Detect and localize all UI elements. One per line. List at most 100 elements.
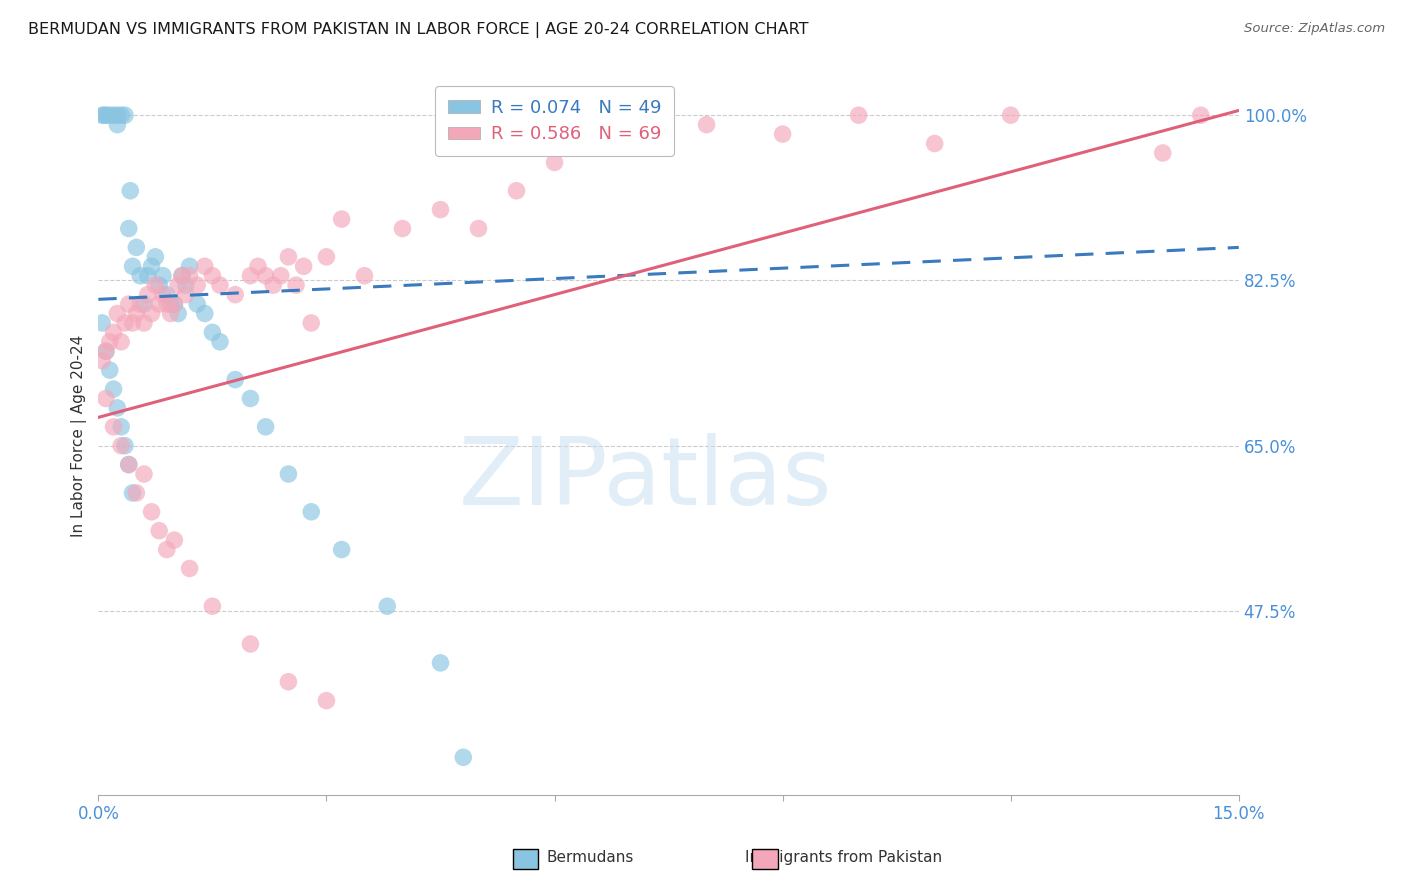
Immigrants from Pakistan: [132, 467, 155, 481]
Immigrants from Pakistan: [91, 353, 114, 368]
Immigrants from Pakistan: [179, 268, 201, 283]
Y-axis label: In Labor Force | Age 20-24: In Labor Force | Age 20-24: [72, 335, 87, 537]
Bermudans: [453, 750, 475, 764]
Bermudans: [118, 221, 141, 235]
Immigrants from Pakistan: [163, 297, 186, 311]
Bermudans: [277, 467, 299, 481]
Immigrants from Pakistan: [285, 278, 308, 293]
Bermudans: [121, 260, 143, 274]
Bermudans: [429, 656, 451, 670]
Bermudans: [114, 439, 136, 453]
Bermudans: [118, 458, 141, 472]
Immigrants from Pakistan: [94, 392, 117, 406]
Bermudans: [98, 108, 121, 122]
Immigrants from Pakistan: [543, 155, 565, 169]
Immigrants from Pakistan: [201, 268, 224, 283]
Immigrants from Pakistan: [429, 202, 451, 217]
Immigrants from Pakistan: [696, 118, 718, 132]
Immigrants from Pakistan: [353, 268, 375, 283]
Immigrants from Pakistan: [110, 439, 132, 453]
Immigrants from Pakistan: [103, 326, 125, 340]
Immigrants from Pakistan: [121, 316, 143, 330]
Bermudans: [125, 240, 148, 254]
Bermudans: [94, 108, 117, 122]
Bermudans: [254, 419, 277, 434]
Immigrants from Pakistan: [110, 334, 132, 349]
Immigrants from Pakistan: [201, 599, 224, 614]
Bermudans: [174, 278, 197, 293]
Bermudans: [148, 278, 170, 293]
Bermudans: [120, 184, 142, 198]
Bermudans: [156, 287, 179, 301]
Immigrants from Pakistan: [772, 127, 794, 141]
Immigrants from Pakistan: [114, 316, 136, 330]
Bermudans: [186, 297, 208, 311]
Bermudans: [91, 108, 114, 122]
Immigrants from Pakistan: [848, 108, 870, 122]
Bermudans: [110, 108, 132, 122]
Text: Immigrants from Pakistan: Immigrants from Pakistan: [745, 850, 942, 865]
Bermudans: [121, 486, 143, 500]
Bermudans: [110, 419, 132, 434]
Bermudans: [208, 334, 231, 349]
Immigrants from Pakistan: [156, 542, 179, 557]
Bermudans: [98, 363, 121, 377]
Immigrants from Pakistan: [224, 287, 246, 301]
Text: Bermudans: Bermudans: [547, 850, 634, 865]
Immigrants from Pakistan: [118, 458, 141, 472]
Immigrants from Pakistan: [103, 419, 125, 434]
Bermudans: [239, 392, 262, 406]
Bermudans: [91, 316, 114, 330]
Immigrants from Pakistan: [148, 297, 170, 311]
Immigrants from Pakistan: [330, 212, 353, 227]
Immigrants from Pakistan: [299, 316, 322, 330]
Immigrants from Pakistan: [262, 278, 284, 293]
Bermudans: [152, 268, 174, 283]
Bermudans: [201, 326, 224, 340]
Immigrants from Pakistan: [163, 533, 186, 548]
Immigrants from Pakistan: [277, 250, 299, 264]
Immigrants from Pakistan: [156, 297, 179, 311]
Bermudans: [330, 542, 353, 557]
Immigrants from Pakistan: [194, 260, 217, 274]
Text: BERMUDAN VS IMMIGRANTS FROM PAKISTAN IN LABOR FORCE | AGE 20-24 CORRELATION CHAR: BERMUDAN VS IMMIGRANTS FROM PAKISTAN IN …: [28, 22, 808, 38]
Bermudans: [103, 382, 125, 396]
Bermudans: [179, 260, 201, 274]
Immigrants from Pakistan: [270, 268, 292, 283]
Immigrants from Pakistan: [141, 505, 163, 519]
Bermudans: [94, 344, 117, 359]
Immigrants from Pakistan: [159, 306, 181, 320]
Immigrants from Pakistan: [125, 486, 148, 500]
Bermudans: [129, 268, 152, 283]
Immigrants from Pakistan: [254, 268, 277, 283]
Immigrants from Pakistan: [148, 524, 170, 538]
Bermudans: [159, 297, 181, 311]
Bermudans: [105, 118, 128, 132]
Bermudans: [170, 268, 193, 283]
Immigrants from Pakistan: [505, 184, 527, 198]
Immigrants from Pakistan: [315, 693, 337, 707]
Bermudans: [105, 108, 128, 122]
Bermudans: [114, 108, 136, 122]
Bermudans: [375, 599, 398, 614]
Immigrants from Pakistan: [1000, 108, 1022, 122]
Immigrants from Pakistan: [129, 297, 152, 311]
Legend: R = 0.074   N = 49, R = 0.586   N = 69: R = 0.074 N = 49, R = 0.586 N = 69: [434, 87, 673, 156]
Immigrants from Pakistan: [179, 561, 201, 575]
Bermudans: [194, 306, 217, 320]
Immigrants from Pakistan: [125, 306, 148, 320]
Bermudans: [141, 260, 163, 274]
Immigrants from Pakistan: [174, 287, 197, 301]
Immigrants from Pakistan: [98, 334, 121, 349]
Immigrants from Pakistan: [1189, 108, 1212, 122]
Immigrants from Pakistan: [391, 221, 413, 235]
Immigrants from Pakistan: [619, 127, 641, 141]
Immigrants from Pakistan: [467, 221, 489, 235]
Immigrants from Pakistan: [167, 278, 190, 293]
Bermudans: [145, 250, 167, 264]
Immigrants from Pakistan: [170, 268, 193, 283]
Immigrants from Pakistan: [239, 637, 262, 651]
Immigrants from Pakistan: [105, 306, 128, 320]
Bermudans: [105, 401, 128, 415]
Bermudans: [103, 108, 125, 122]
